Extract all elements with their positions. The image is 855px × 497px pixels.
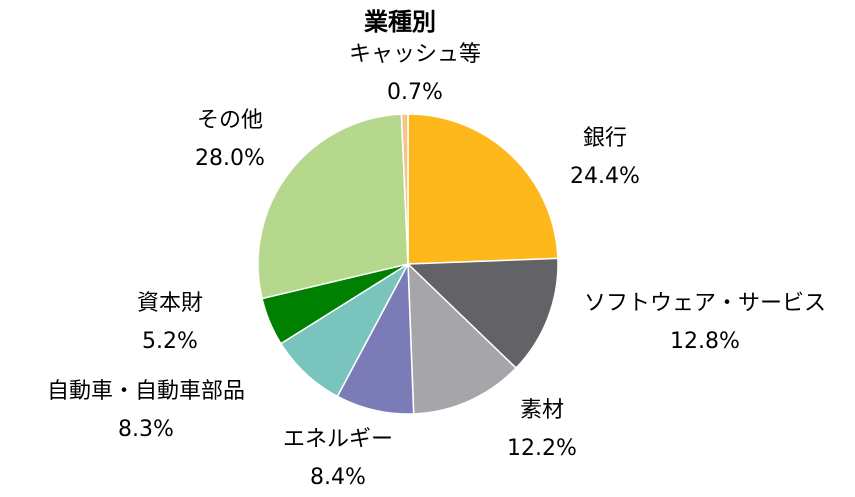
pie-slice-materials (407, 263, 517, 415)
pie-slice-cash (400, 113, 409, 265)
slice-label-cash-name: キャッシュ等 (348, 42, 481, 67)
chart-title: 業種別 (364, 8, 436, 36)
pie-slice-bank (407, 113, 559, 265)
slice-label-energy-name: エネルギー (282, 427, 393, 452)
slice-label-auto-value: 8.3% (118, 417, 174, 442)
slice-label-other-name: その他 (196, 108, 263, 133)
pie-slice-software (407, 257, 559, 369)
slice-label-energy-value: 8.4% (310, 465, 366, 490)
slice-label-materials: 素材 12.2% (497, 392, 587, 468)
slice-label-auto-name: 自動車・自動車部品 (46, 379, 245, 404)
slice-label-materials-name: 素材 (519, 398, 564, 423)
pie-slice-other (257, 113, 409, 300)
slice-label-software-name: ソフトウェア・サービス (583, 291, 826, 316)
slice-label-software: ソフトウェア・サービス 12.8% (560, 285, 850, 361)
slice-label-materials-value: 12.2% (507, 436, 577, 461)
slice-label-cash: キャッシュ等 0.7% (330, 36, 500, 112)
slice-label-software-value: 12.8% (670, 329, 740, 354)
slice-label-other: その他 28.0% (170, 102, 290, 178)
slice-label-bank-name: 銀行 (582, 126, 627, 151)
slice-label-auto: 自動車・自動車部品 8.3% (10, 373, 282, 449)
slice-label-other-value: 28.0% (195, 146, 265, 171)
slice-label-capital-goods-value: 5.2% (142, 329, 198, 354)
slice-label-bank-value: 24.4% (570, 164, 640, 189)
slice-label-cash-value: 0.7% (387, 80, 443, 105)
slice-label-bank: 銀行 24.4% (560, 120, 650, 196)
slice-label-capital-goods-name: 資本財 (136, 291, 203, 316)
slice-label-capital-goods: 資本財 5.2% (110, 285, 230, 361)
slice-label-energy: エネルギー 8.4% (268, 421, 408, 497)
